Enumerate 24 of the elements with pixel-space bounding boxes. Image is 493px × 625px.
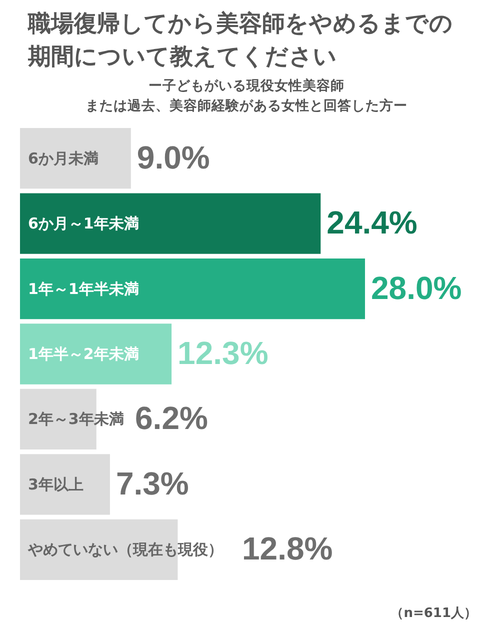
y-tick-label: 1年～1年半未満 <box>28 280 139 298</box>
data-label: 12.3% <box>178 335 268 371</box>
bar <box>20 324 172 384</box>
y-tick-label: 6か月～1年未満 <box>28 214 139 233</box>
data-label: 28.0% <box>371 270 462 306</box>
data-label: 12.8% <box>242 530 333 567</box>
y-tick-label: 2年～3年未満 <box>28 410 124 428</box>
data-label: 9.0% <box>136 139 210 176</box>
chart-subtitle: ー子どもがいる現役女性美容師 <box>148 77 346 96</box>
y-tick-label: 6か月未満 <box>28 149 98 168</box>
data-label: 24.4% <box>326 204 418 241</box>
bar <box>20 258 365 320</box>
bar <box>20 193 321 254</box>
y-tick-label: 3年以上 <box>28 475 84 494</box>
y-tick-label: 1年半～2年未満 <box>28 345 139 363</box>
text: または過去、美容師経験がある女性と回答した方ー <box>84 97 408 116</box>
y-tick-label: やめていない（現在も現役） <box>27 540 223 559</box>
data-label: 7.3% <box>116 465 189 502</box>
data-label: 6.2% <box>135 400 208 436</box>
chart-title: 職場復帰してから美容師をやめるまでの期間について教えてください <box>26 10 454 72</box>
text: （n=611人） <box>390 605 478 622</box>
bar <box>20 128 131 189</box>
bar <box>20 454 110 515</box>
bar <box>20 519 178 580</box>
